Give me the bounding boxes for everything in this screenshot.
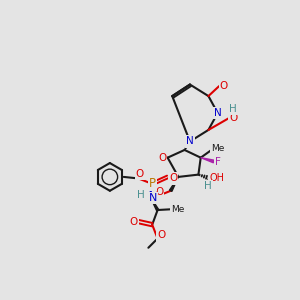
Text: H: H bbox=[229, 104, 237, 114]
Text: Me: Me bbox=[211, 144, 224, 153]
Text: OH: OH bbox=[209, 173, 224, 183]
Text: O: O bbox=[155, 187, 163, 197]
Text: Me: Me bbox=[171, 205, 184, 214]
Polygon shape bbox=[201, 158, 214, 163]
Text: O: O bbox=[169, 173, 177, 184]
Text: N: N bbox=[186, 136, 194, 146]
Polygon shape bbox=[169, 177, 178, 191]
Text: O: O bbox=[136, 169, 144, 179]
Polygon shape bbox=[150, 196, 159, 211]
Text: O: O bbox=[158, 153, 166, 163]
Text: H: H bbox=[137, 190, 145, 200]
Text: O: O bbox=[130, 217, 138, 226]
Text: P: P bbox=[149, 177, 156, 190]
Text: F: F bbox=[215, 157, 221, 166]
Text: H: H bbox=[204, 181, 212, 191]
Text: O: O bbox=[229, 113, 237, 123]
Polygon shape bbox=[184, 141, 191, 150]
Text: N: N bbox=[149, 193, 157, 203]
Text: O: O bbox=[220, 81, 228, 91]
Text: O: O bbox=[157, 230, 166, 240]
Text: N: N bbox=[214, 108, 221, 118]
